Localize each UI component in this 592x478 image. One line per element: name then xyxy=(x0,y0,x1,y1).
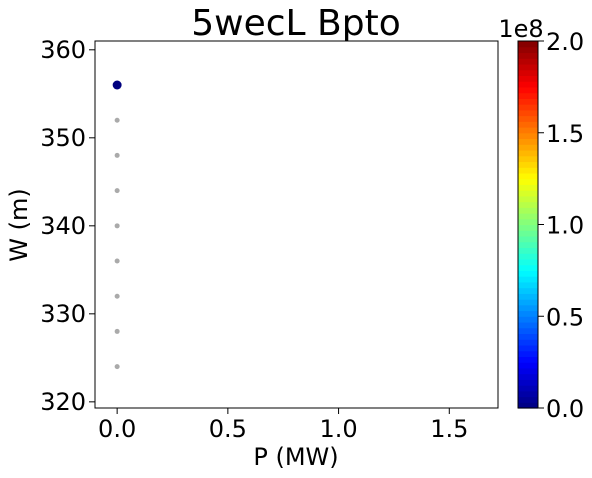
colorbar-band xyxy=(518,288,538,294)
colorbar-band xyxy=(518,150,538,156)
colorbar-tick-label: 1.0 xyxy=(546,212,584,240)
scatter-point xyxy=(115,294,120,299)
colorbar-tick-label: 0.0 xyxy=(546,395,584,423)
x-tick-label: 1.5 xyxy=(430,415,468,443)
colorbar-band xyxy=(518,339,538,345)
plot-area: 0.0 0.5 1.0 1.5 320 330 340 350 360 xyxy=(40,36,498,443)
colorbar-band xyxy=(518,374,538,380)
highlight-point xyxy=(113,81,122,90)
y-tick-label: 320 xyxy=(40,388,86,416)
colorbar-band xyxy=(518,397,538,403)
colorbar-band xyxy=(518,116,538,122)
colorbar-band xyxy=(518,58,538,64)
colorbar-band xyxy=(518,47,538,53)
colorbar-gradient xyxy=(518,41,538,409)
colorbar-band xyxy=(518,253,538,259)
colorbar-band xyxy=(518,225,538,231)
colorbar-band xyxy=(518,75,538,81)
colorbar-band xyxy=(518,190,538,196)
colorbar-band xyxy=(518,356,538,362)
colorbar-band xyxy=(518,259,538,265)
colorbar-band xyxy=(518,362,538,368)
colorbar-band xyxy=(518,242,538,248)
colorbar-band xyxy=(518,293,538,299)
colorbar-band xyxy=(518,311,538,317)
x-tick-label: 1.0 xyxy=(319,415,357,443)
colorbar-band xyxy=(518,230,538,236)
colorbar-band xyxy=(518,385,538,391)
colorbar-band xyxy=(518,247,538,253)
scatter-point xyxy=(115,364,120,369)
colorbar-band xyxy=(518,161,538,167)
colorbar-band xyxy=(518,305,538,311)
colorbar-band xyxy=(518,299,538,305)
colorbar: 0.0 0.5 1.0 1.5 2.0 1e8 xyxy=(498,15,584,423)
colorbar-band xyxy=(518,282,538,288)
scatter-point xyxy=(115,223,120,228)
scatter-point xyxy=(115,118,120,123)
scatter-point xyxy=(115,329,120,334)
colorbar-band xyxy=(518,70,538,76)
scatter-point xyxy=(115,188,120,193)
colorbar-tick-label: 1.5 xyxy=(546,120,584,148)
colorbar-band xyxy=(518,236,538,242)
colorbar-band xyxy=(518,167,538,173)
colorbar-band xyxy=(518,265,538,271)
colorbar-band xyxy=(518,213,538,219)
colorbar-band xyxy=(518,138,538,144)
colorbar-band xyxy=(518,351,538,357)
colorbar-multiplier: 1e8 xyxy=(498,15,543,43)
y-tick-label: 350 xyxy=(40,124,86,152)
colorbar-band xyxy=(518,156,538,162)
colorbar-band xyxy=(518,179,538,185)
colorbar-band xyxy=(518,173,538,179)
colorbar-ticks: 0.0 0.5 1.0 1.5 2.0 xyxy=(538,28,584,423)
colorbar-band xyxy=(518,270,538,276)
colorbar-tick-label: 0.5 xyxy=(546,303,584,331)
colorbar-band xyxy=(518,219,538,225)
scatter-point xyxy=(115,153,120,158)
colorbar-band xyxy=(518,87,538,93)
scatter-point xyxy=(115,259,120,264)
chart-title: 5wecL Bpto xyxy=(191,3,400,44)
colorbar-band xyxy=(518,133,538,139)
y-tick-label: 360 xyxy=(40,36,86,64)
y-axis-label: W (m) xyxy=(5,188,33,261)
colorbar-band xyxy=(518,127,538,133)
colorbar-band xyxy=(518,144,538,150)
colorbar-band xyxy=(518,184,538,190)
colorbar-band xyxy=(518,202,538,208)
colorbar-band xyxy=(518,379,538,385)
colorbar-band xyxy=(518,121,538,127)
colorbar-band xyxy=(518,333,538,339)
colorbar-band xyxy=(518,98,538,104)
y-axis-ticks: 320 330 340 350 360 xyxy=(40,36,95,416)
x-axis-ticks: 0.0 0.5 1.0 1.5 xyxy=(98,408,468,443)
colorbar-band xyxy=(518,276,538,282)
colorbar-band xyxy=(518,81,538,87)
colorbar-band xyxy=(518,104,538,110)
colorbar-band xyxy=(518,93,538,99)
colorbar-band xyxy=(518,64,538,70)
colorbar-band xyxy=(518,345,538,351)
plot-frame xyxy=(95,41,498,408)
colorbar-band xyxy=(518,110,538,116)
colorbar-band xyxy=(518,316,538,322)
colorbar-band xyxy=(518,322,538,328)
colorbar-band xyxy=(518,207,538,213)
x-tick-label: 0.0 xyxy=(98,415,136,443)
colorbar-band xyxy=(518,391,538,397)
colorbar-band xyxy=(518,368,538,374)
x-tick-label: 0.5 xyxy=(209,415,247,443)
y-tick-label: 340 xyxy=(40,212,86,240)
colorbar-band xyxy=(518,196,538,202)
x-axis-label: P (MW) xyxy=(253,443,338,471)
colorbar-tick-label: 2.0 xyxy=(546,28,584,56)
y-tick-label: 330 xyxy=(40,300,86,328)
colorbar-band xyxy=(518,52,538,58)
colorbar-band xyxy=(518,328,538,334)
